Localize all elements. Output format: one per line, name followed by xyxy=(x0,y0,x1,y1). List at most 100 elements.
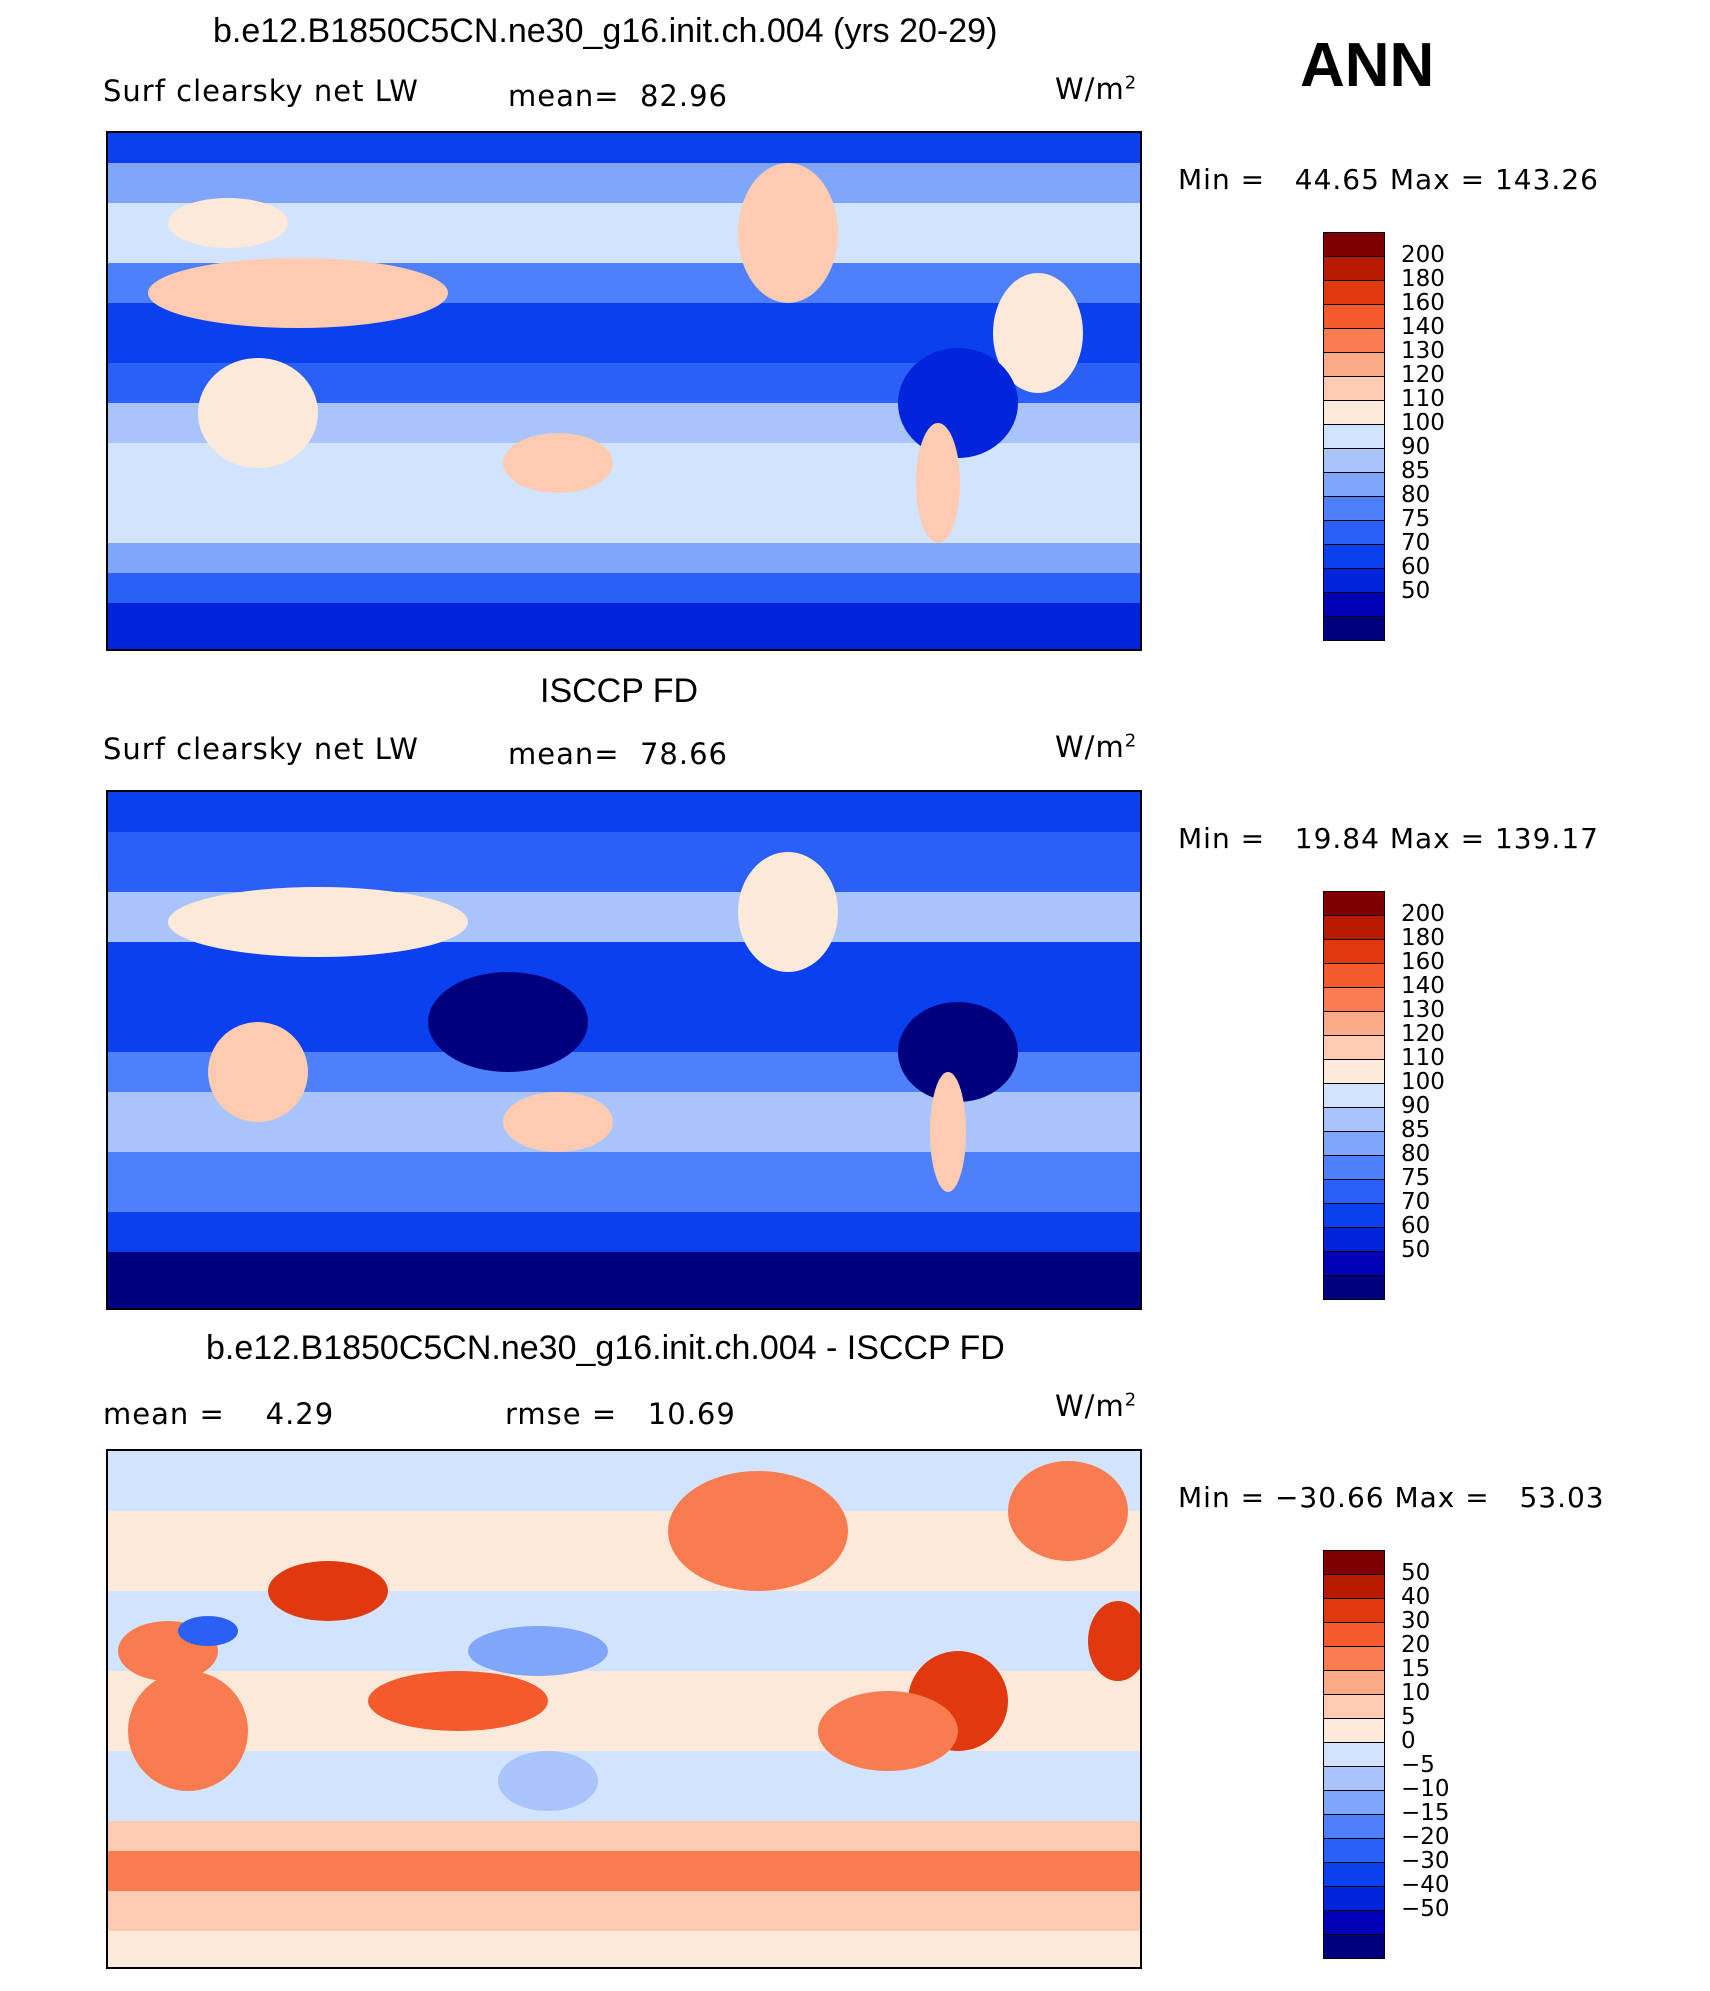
colorbar-cell xyxy=(1323,280,1385,305)
colorbar-label: 160 xyxy=(1401,290,1445,316)
colorbar-cell xyxy=(1323,352,1385,377)
panel-3-rmse-label: rmse = xyxy=(505,1397,618,1431)
colorbar-label: 200 xyxy=(1401,901,1445,927)
panel-2-colorbar: 200 180 160 140 130 120 110 100 90 85 80 75 70 60 50 xyxy=(1323,891,1463,1300)
colorbar-label: 180 xyxy=(1401,925,1445,951)
colorbar-cell xyxy=(1323,496,1385,521)
colorbar-label: 130 xyxy=(1401,338,1445,364)
colorbar-cell xyxy=(1323,1227,1385,1252)
colorbar-label: 70 xyxy=(1401,530,1431,556)
colorbar-cell xyxy=(1323,616,1385,641)
panel-3-colorbar: 50 40 30 20 15 10 5 0 −5 −10 −15 −20 −30 −40 −50 xyxy=(1323,1550,1463,1959)
panel-1-colorbar: 200 180 160 140 130 120 110 100 90 85 80 75 70 60 50 xyxy=(1323,232,1463,641)
panel-1-title: b.e12.B1850C5CN.ne30_g16.init.ch.004 (yr… xyxy=(213,12,998,50)
colorbar-cell xyxy=(1323,939,1385,964)
colorbar-cell xyxy=(1323,232,1385,257)
panel-2-units-sup: 2 xyxy=(1124,730,1138,752)
colorbar-cell xyxy=(1323,376,1385,401)
colorbar-label: 80 xyxy=(1401,482,1431,508)
colorbar-label: 200 xyxy=(1401,242,1445,268)
colorbar-label: 130 xyxy=(1401,997,1445,1023)
colorbar-label: 85 xyxy=(1401,458,1431,484)
colorbar-cell xyxy=(1323,1694,1385,1719)
colorbar-cell xyxy=(1323,1742,1385,1767)
panel-3-mean: mean = 4.29 xyxy=(103,1397,334,1431)
colorbar-label: 80 xyxy=(1401,1141,1431,1167)
panel-2-mean-value: 78.66 xyxy=(639,737,729,771)
colorbar-label: 20 xyxy=(1401,1632,1431,1658)
colorbar-cell xyxy=(1323,1083,1385,1108)
colorbar-cell xyxy=(1323,544,1385,569)
panel-3-title: b.e12.B1850C5CN.ne30_g16.init.ch.004 - I… xyxy=(206,1329,1005,1367)
colorbar-label: 100 xyxy=(1401,410,1445,436)
panel-2-map-field xyxy=(108,792,1140,1308)
colorbar-cell xyxy=(1323,1155,1385,1180)
colorbar-cell xyxy=(1323,1790,1385,1815)
colorbar-label: 75 xyxy=(1401,506,1431,532)
colorbar-cell xyxy=(1323,1814,1385,1839)
colorbar-cell xyxy=(1323,1934,1385,1959)
panel-1-map-field xyxy=(108,133,1140,649)
panel-1-map xyxy=(106,131,1142,651)
panel-2-units-base: W/m xyxy=(1055,730,1125,764)
colorbar-cell xyxy=(1323,1718,1385,1743)
panel-2-mean: mean= 78.66 xyxy=(508,737,728,771)
colorbar-label: 120 xyxy=(1401,1021,1445,1047)
panel-1-variable-label: Surf clearsky net LW xyxy=(103,74,419,108)
colorbar-label: 90 xyxy=(1401,434,1431,460)
colorbar-label: −20 xyxy=(1401,1824,1450,1850)
panel-2-units: W/m2 xyxy=(1055,730,1137,764)
panel-3-units-sup: 2 xyxy=(1124,1389,1138,1411)
colorbar-label: 15 xyxy=(1401,1656,1431,1682)
colorbar-label: 120 xyxy=(1401,362,1445,388)
colorbar-cell xyxy=(1323,891,1385,916)
colorbar-cell xyxy=(1323,448,1385,473)
colorbar-label: 100 xyxy=(1401,1069,1445,1095)
colorbar-cell xyxy=(1323,328,1385,353)
panel-1-units: W/m2 xyxy=(1055,72,1137,106)
panel-3-units: W/m2 xyxy=(1055,1389,1137,1423)
panel-3-min-value: −30.66 xyxy=(1274,1481,1385,1514)
colorbar-cell xyxy=(1323,1910,1385,1935)
colorbar-label: 180 xyxy=(1401,266,1445,292)
colorbar-label: −30 xyxy=(1401,1848,1450,1874)
colorbar-cell xyxy=(1323,1886,1385,1911)
colorbar-cell xyxy=(1323,592,1385,617)
colorbar-label: 75 xyxy=(1401,1165,1431,1191)
panel-1-min-value: 44.65 xyxy=(1294,163,1380,196)
colorbar-cell xyxy=(1323,1646,1385,1671)
colorbar-cell xyxy=(1323,987,1385,1012)
panel-3-units-base: W/m xyxy=(1055,1389,1125,1423)
colorbar-label: −40 xyxy=(1401,1872,1450,1898)
colorbar-label: 50 xyxy=(1401,1560,1431,1586)
panel-3-min-label: Min = xyxy=(1178,1481,1266,1514)
panel-2-minmax: Min = 19.84 Max = 139.17 xyxy=(1178,822,1599,855)
colorbar-label: 40 xyxy=(1401,1584,1431,1610)
panel-3-max-label: Max = xyxy=(1394,1481,1490,1514)
panel-3-rmse: rmse = 10.69 xyxy=(505,1397,736,1431)
panel-1-units-sup: 2 xyxy=(1124,72,1138,94)
colorbar-cell xyxy=(1323,1598,1385,1623)
panel-3-max-value: 53.03 xyxy=(1519,1481,1605,1514)
colorbar-label: 60 xyxy=(1401,1213,1431,1239)
colorbar-label: 5 xyxy=(1401,1704,1416,1730)
colorbar-cell xyxy=(1323,1059,1385,1084)
colorbar-cell xyxy=(1323,1670,1385,1695)
colorbar-label: 110 xyxy=(1401,1045,1445,1071)
colorbar-label: 140 xyxy=(1401,314,1445,340)
panel-1-mean: mean= 82.96 xyxy=(508,79,728,113)
colorbar-label: −50 xyxy=(1401,1896,1450,1922)
colorbar-label: 140 xyxy=(1401,973,1445,999)
panel-3-mean-value: 4.29 xyxy=(265,1397,335,1431)
colorbar-cell xyxy=(1323,1838,1385,1863)
colorbar-label: 0 xyxy=(1401,1728,1416,1754)
colorbar-cell xyxy=(1323,568,1385,593)
season-label: ANN xyxy=(1300,31,1435,100)
panel-2-max-value: 139.17 xyxy=(1494,822,1599,855)
colorbar-cell xyxy=(1323,915,1385,940)
panel-3-mean-label: mean = xyxy=(103,1397,225,1431)
colorbar-cell xyxy=(1323,304,1385,329)
panel-1-minmax: Min = 44.65 Max = 143.26 xyxy=(1178,163,1599,196)
colorbar-label: 160 xyxy=(1401,949,1445,975)
panel-3-minmax: Min = −30.66 Max = 53.03 xyxy=(1178,1481,1605,1514)
